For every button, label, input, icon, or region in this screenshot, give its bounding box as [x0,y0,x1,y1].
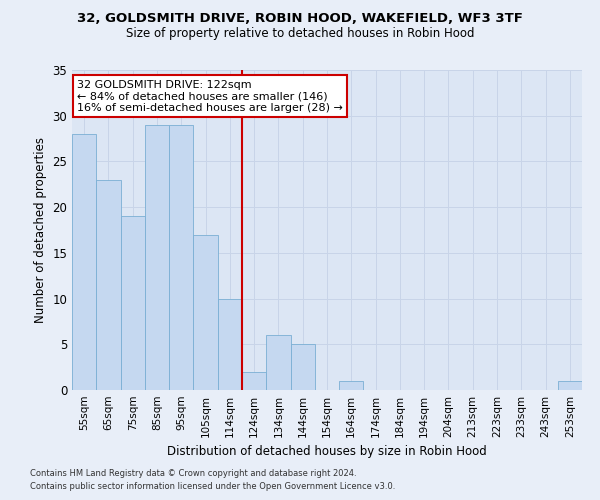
Bar [290,344,315,390]
Bar [145,125,169,390]
Bar [193,234,218,390]
Bar [218,298,242,390]
Bar [558,381,582,390]
Bar [96,180,121,390]
Text: Contains HM Land Registry data © Crown copyright and database right 2024.: Contains HM Land Registry data © Crown c… [30,468,356,477]
Bar [242,372,266,390]
X-axis label: Distribution of detached houses by size in Robin Hood: Distribution of detached houses by size … [167,446,487,458]
Y-axis label: Number of detached properties: Number of detached properties [34,137,47,323]
Text: Size of property relative to detached houses in Robin Hood: Size of property relative to detached ho… [126,28,474,40]
Text: 32, GOLDSMITH DRIVE, ROBIN HOOD, WAKEFIELD, WF3 3TF: 32, GOLDSMITH DRIVE, ROBIN HOOD, WAKEFIE… [77,12,523,26]
Bar [121,216,145,390]
Bar [339,381,364,390]
Bar [266,335,290,390]
Text: 32 GOLDSMITH DRIVE: 122sqm
← 84% of detached houses are smaller (146)
16% of sem: 32 GOLDSMITH DRIVE: 122sqm ← 84% of deta… [77,80,343,113]
Text: Contains public sector information licensed under the Open Government Licence v3: Contains public sector information licen… [30,482,395,491]
Bar [72,134,96,390]
Bar [169,125,193,390]
